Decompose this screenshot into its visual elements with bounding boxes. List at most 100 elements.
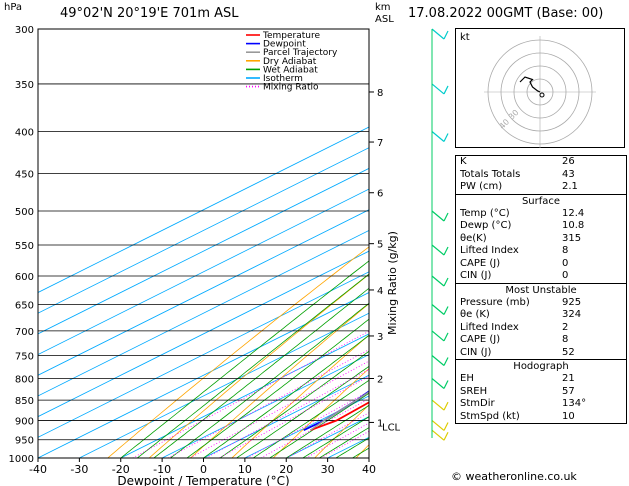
legend-label: Mixing Ratio [263,83,319,93]
surface-value: 12.4 [562,207,585,219]
surface-label: CAPE (J) [460,257,501,269]
most-unstable-label: Lifted Index [460,321,519,333]
wind-barb-flag [443,401,449,411]
wet-adiabat [186,318,369,458]
isotherm-line [38,147,369,314]
wind-barb [431,83,445,95]
most-unstable-value: 324 [562,309,582,320]
pressure-tick-label: 850 [15,396,34,407]
wind-barb-flag [443,380,449,389]
dry-adiabat [231,334,369,458]
most-unstable-row: CIN (J) 52 [456,347,626,360]
wind-barb [431,210,445,222]
km-tick-label: 4 [377,286,383,297]
indices-panel: K 26 Totals Totals 43 PW (cm) 2.1 Surface Tem… [455,155,627,424]
wet-adiabat [269,392,369,458]
x-tick-label: -10 [153,463,171,476]
hodograph-trace [519,76,541,93]
hodograph-unit: kt [460,32,470,43]
km-tick-label: 6 [377,189,383,200]
mixing-ratio-line [132,330,369,458]
hodograph-table-title: Hodograph [456,359,626,373]
wind-barb [431,304,445,315]
surface-row: θe(K) 315 [456,233,626,246]
wind-barb-flag [443,306,449,315]
mixing-ratio-line [205,369,369,458]
plot-frame [37,28,370,459]
isotherm-line [38,250,369,418]
hodograph-param-row: StmDir 134° [456,398,626,411]
isotherm-line [38,126,369,293]
legend-label: Dry Adiabat [263,57,317,67]
legend-label: Temperature [262,31,320,41]
surface-label: CIN (J) [460,270,492,281]
parcel-trajectory-line [309,391,369,431]
surface-label: Temp (°C) [460,207,510,219]
surface-value: 315 [562,232,582,244]
km-tick-label: 7 [377,138,383,149]
isotherm-line [38,209,369,376]
x-tick-label: 40 [362,463,376,476]
x-tick-label: 10 [238,463,252,476]
x-tick-label: 0 [200,463,207,476]
wind-barb-flag [443,422,449,431]
wind-barb-flag [443,332,449,342]
legend-label: Wet Adiabat [263,65,318,75]
pressure-tick-label: 550 [15,241,34,252]
index-label: K [460,156,467,167]
surface-row: Lifted Index 8 [456,245,626,258]
wet-adiabat [252,379,369,458]
legend-label: Isotherm [263,74,303,84]
isotherm-line [38,167,369,335]
wind-barb [431,378,445,389]
pressure-tick-label: 650 [15,301,34,312]
location-title: 49°02'N 20°19'E 701m ASL [60,6,239,21]
km-tick-label: 5 [377,240,383,251]
pressure-tick-label: 750 [15,351,34,362]
pressure-tick-label: 450 [15,169,34,180]
wind-barb [431,131,445,142]
wind-barb-flag [443,431,449,441]
wet-adiabat [203,334,369,458]
index-label: Totals Totals [460,168,521,180]
hodograph-param-value: 21 [562,373,575,384]
wind-barb-flag [443,133,449,142]
isotherm-line [38,271,369,438]
hodograph-param-value: 57 [562,385,575,397]
hodograph-param-label: StmDir [460,398,495,409]
wind-barb [431,399,445,411]
x-tick-label: 20 [279,463,293,476]
most-unstable-value: 925 [562,296,582,308]
x-tick-label: -30 [70,463,88,476]
surface-label: Dewp (°C) [460,220,512,231]
mixing-ratio-axis-label: Mixing Ratio (g/kg) [386,231,399,335]
storm-motion-marker [539,92,545,98]
isotherm-line [38,188,369,356]
pressure-tick-label: 700 [15,327,34,338]
wind-barb [431,275,445,287]
x-tick-label: -40 [29,463,47,476]
pressure-tick-label: 800 [15,374,34,385]
surface-value: 10.8 [562,220,585,231]
most-unstable-row: Pressure (mb) 925 [456,297,626,310]
wind-barb [431,429,445,441]
hodograph-param-label: EH [460,373,474,384]
most-unstable-row: θe (K) 324 [456,309,626,322]
index-label: PW (cm) [460,181,503,192]
pressure-unit: hPa [4,2,23,13]
surface-title: Surface [456,193,626,208]
mixing-ratio-line [260,398,369,458]
km-tick-label: 2 [377,374,383,385]
mixing-ratio-line [189,360,369,458]
mixing-ratio-line [167,349,369,458]
surface-value: 0 [562,270,569,281]
km-unit: km ASL [375,2,394,25]
surface-row: Temp (°C) 12.4 [456,208,626,221]
mixing-ratio-line [246,390,369,458]
km-tick-label: 8 [377,88,383,99]
hodograph-param-row: SREH 57 [456,386,626,399]
most-unstable-value: 52 [562,346,575,358]
index-row: PW (cm) 2.1 [456,181,626,194]
x-tick-label: -20 [112,463,130,476]
